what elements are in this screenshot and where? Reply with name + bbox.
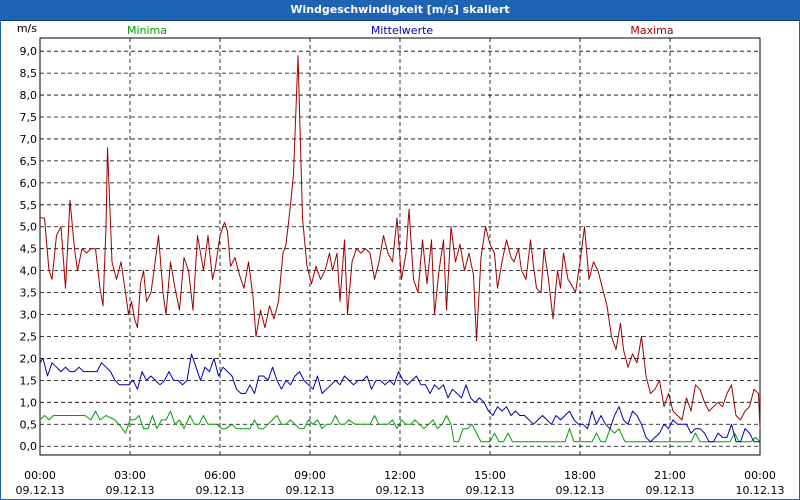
y-tick-label: 8,5 (20, 67, 38, 80)
x-tick-time-label: 21:00 (654, 469, 686, 482)
y-tick-label: 7,0 (20, 133, 38, 146)
x-tick-time-label: 00:00 (24, 469, 56, 482)
series-line-maxima (40, 55, 761, 429)
y-tick-label: 1,0 (20, 396, 38, 409)
x-tick-date-label: 09.12.13 (556, 484, 605, 497)
chart-title: Windgeschwindigkeit [m/s] skaliert (290, 3, 510, 16)
y-axis-label: m/s (17, 22, 37, 35)
legend-entry: Maxima (630, 24, 673, 37)
x-tick-date-label: 09.12.13 (646, 484, 695, 497)
x-tick-time-label: 03:00 (114, 469, 146, 482)
legend-entry: Mittelwerte (371, 24, 434, 37)
y-tick-label: 3,5 (20, 287, 38, 300)
x-tick-date-label: 09.12.13 (376, 484, 425, 497)
x-tick-time-label: 18:00 (564, 469, 596, 482)
x-tick-date-label: 09.12.13 (16, 484, 65, 497)
x-tick-time-label: 12:00 (384, 469, 416, 482)
y-tick-label: 9,0 (20, 45, 38, 58)
x-tick-time-label: 09:00 (294, 469, 326, 482)
y-tick-label: 6,5 (20, 155, 38, 168)
x-tick-date-label: 10.12.13 (736, 484, 785, 497)
x-tick-time-label: 06:00 (204, 469, 236, 482)
x-tick-date-label: 09.12.13 (106, 484, 155, 497)
series-line-mittelwerte (39, 353, 760, 443)
y-tick-label: 7,5 (20, 111, 38, 124)
y-tick-label: 1,5 (20, 374, 38, 387)
y-tick-label: 4,0 (20, 265, 38, 278)
legend-entry: Minima (127, 24, 167, 37)
y-tick-label: 8,0 (20, 89, 38, 102)
y-tick-label: 6,0 (20, 177, 38, 190)
y-tick-label: 4,5 (20, 243, 38, 256)
y-tick-label: 0,0 (20, 440, 38, 453)
y-tick-label: 5,5 (20, 199, 38, 212)
x-tick-date-label: 09.12.13 (286, 484, 335, 497)
y-tick-label: 5,0 (20, 221, 38, 234)
plot-area (39, 37, 761, 456)
x-tick-time-label: 00:00 (744, 469, 776, 482)
title-bar: Windgeschwindigkeit [m/s] skaliert (0, 0, 800, 21)
y-tick-label: 2,0 (20, 352, 38, 365)
series-line-minima (39, 410, 761, 443)
x-tick-date-label: 09.12.13 (466, 484, 515, 497)
y-tick-label: 0,5 (20, 418, 38, 431)
x-tick-date-label: 09.12.13 (196, 484, 245, 497)
x-tick-time-label: 15:00 (474, 469, 506, 482)
y-tick-label: 2,5 (20, 330, 38, 343)
y-tick-label: 3,0 (20, 309, 38, 322)
plot-border (39, 37, 761, 456)
